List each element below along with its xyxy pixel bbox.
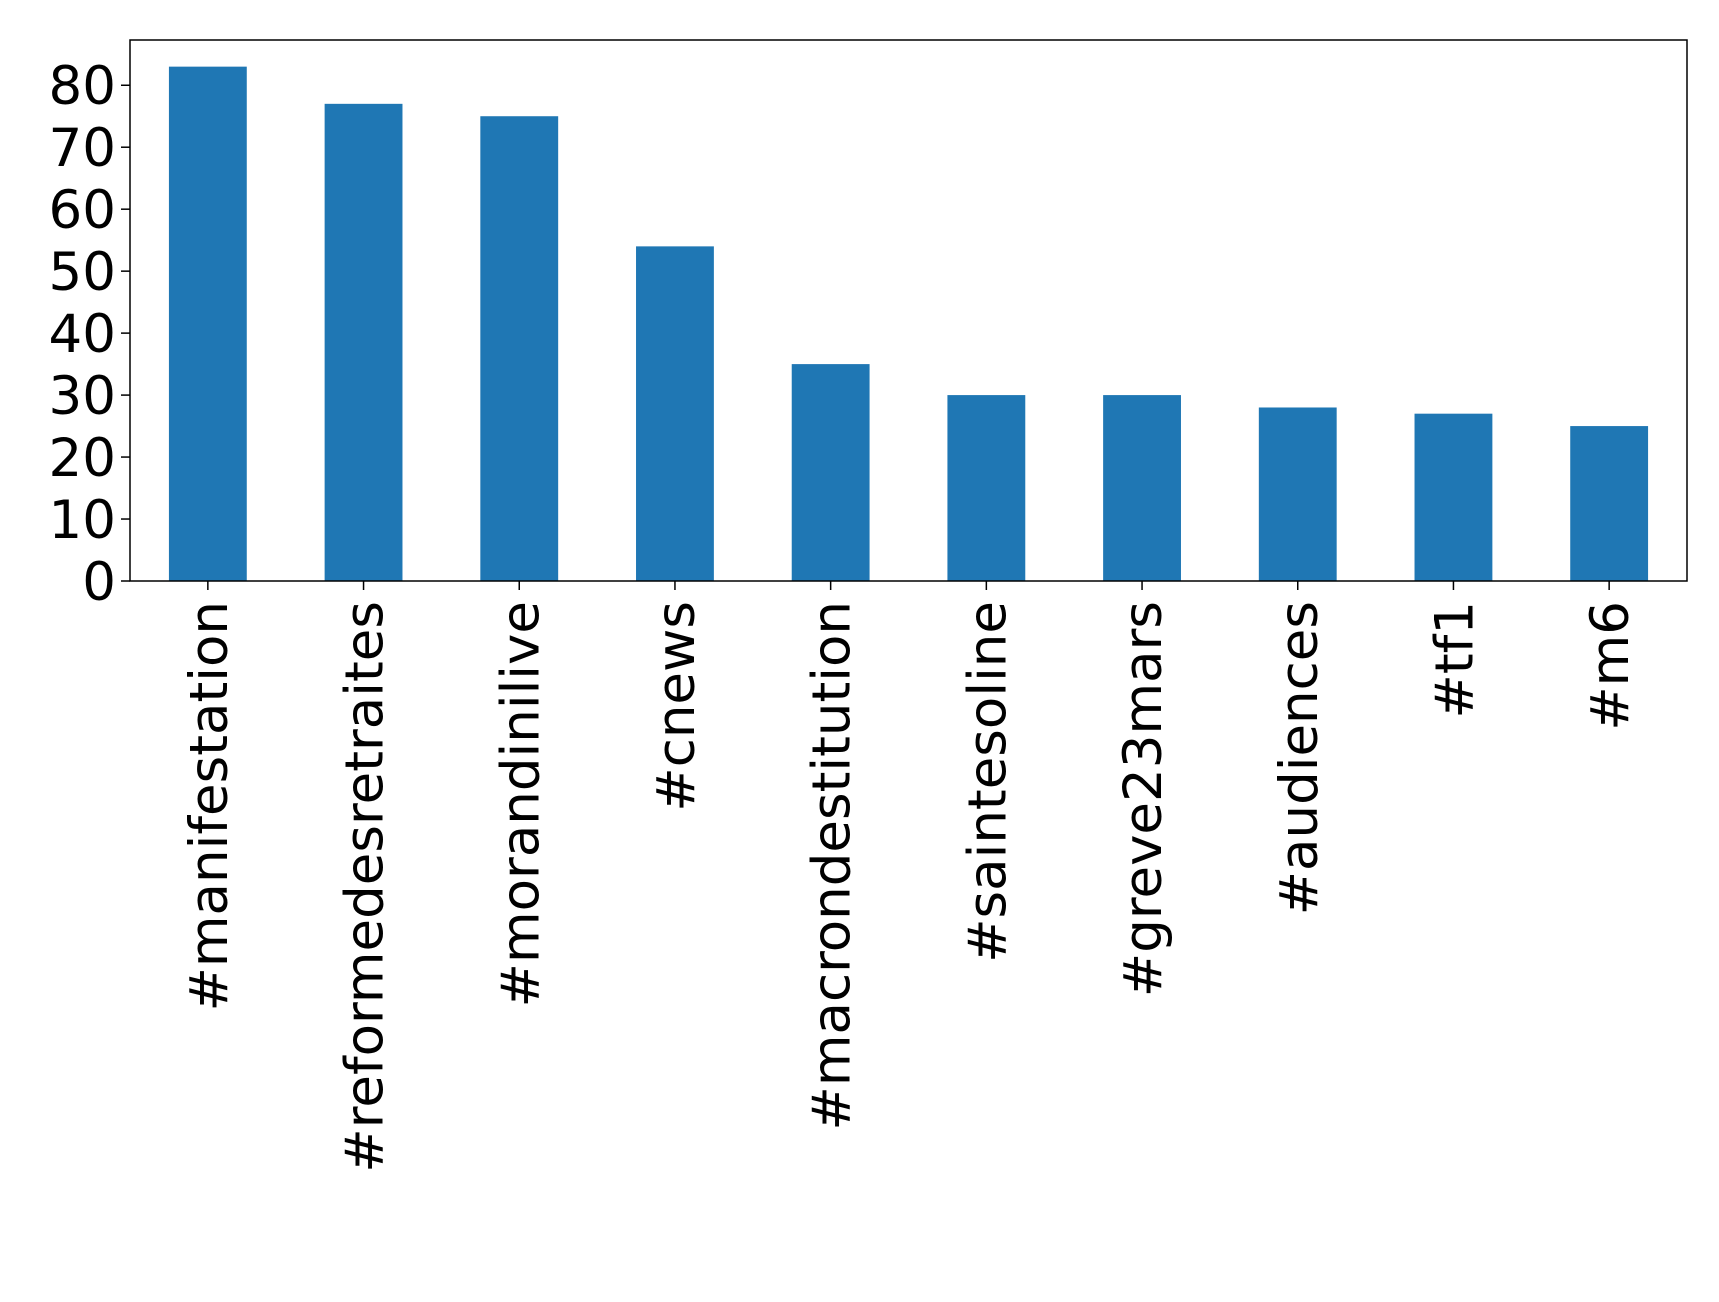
y-tick-label: 50 [49, 242, 116, 303]
bar [791, 364, 870, 581]
bar [1414, 413, 1493, 581]
x-tick-label: #tf1 [1424, 601, 1485, 719]
bar [1103, 395, 1181, 581]
y-tick-label: 0 [82, 552, 116, 613]
x-tick-label: #m6 [1580, 601, 1641, 731]
bar [168, 66, 247, 581]
y-tick-label: 10 [49, 490, 116, 551]
y-tick-label: 70 [49, 118, 116, 179]
bar [1258, 407, 1337, 581]
x-tick-label: #cnews [646, 601, 707, 812]
bar [324, 103, 403, 582]
y-tick-label: 60 [49, 180, 116, 241]
plot-frame [129, 39, 1688, 582]
x-tick-label: #audiences [1269, 601, 1330, 915]
y-tick-label: 30 [49, 366, 116, 427]
y-tick-label: 20 [49, 428, 116, 489]
x-tick-label: #greve23mars [1113, 601, 1174, 997]
y-tick-label: 80 [49, 56, 116, 117]
x-tick-label: #manifestation [179, 601, 240, 1012]
x-tick-label: #reformedesretraites [335, 601, 396, 1173]
y-tick-label: 40 [49, 304, 116, 365]
x-tick-label: #macrondestitution [802, 601, 863, 1131]
bar [636, 246, 714, 581]
x-tick-label: #saintesoline [957, 601, 1018, 963]
bar [947, 395, 1026, 581]
bar [1570, 426, 1649, 581]
bar [480, 116, 559, 582]
x-tick-label: #morandinilive [490, 601, 551, 1007]
